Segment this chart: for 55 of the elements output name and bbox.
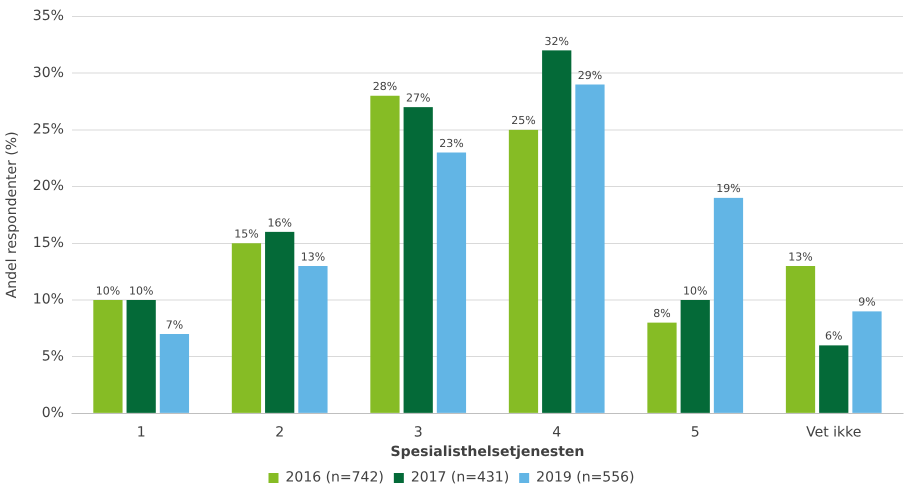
data-label: 10% [683,284,708,298]
data-label: 28% [372,80,398,94]
x-tick-label: 3 [414,424,423,440]
y-tick-label: 10% [32,292,64,308]
data-label: 32% [544,34,569,48]
bar [508,130,538,413]
y-tick-label: 35% [32,8,64,24]
bar [160,334,190,413]
data-label: 10% [96,284,120,298]
data-label: 25% [511,114,536,128]
data-label: 16% [267,216,292,230]
bar [819,345,848,413]
data-label: 19% [716,182,741,196]
y-tick-label: 25% [32,121,64,138]
y-tick-label: 5% [42,348,64,364]
bar [265,232,294,413]
bar [93,300,123,413]
bar [370,96,400,413]
legend-label: 2016 (n=742) [286,470,384,486]
y-axis-title: Andel respondenter (%) [4,131,20,298]
data-label: 23% [439,136,464,150]
data-label: 9% [858,296,876,309]
data-label: 13% [300,250,326,264]
data-label: 27% [406,92,430,104]
bar [232,243,262,413]
bar [714,198,744,413]
data-label: 10% [128,284,154,298]
y-tick-label: 20% [32,178,64,194]
x-tick-label: Vet ikke [806,424,862,440]
bar [436,152,466,413]
data-label: 29% [578,68,602,82]
bar [680,300,710,413]
x-tick-label: 2 [275,424,284,440]
bar [852,311,882,413]
y-tick-label: 15% [32,234,64,251]
x-axis-title: Spesialisthelsetjenesten [390,444,584,460]
bar [126,300,156,413]
y-tick-label: 30% [32,64,64,81]
bar [542,50,572,413]
bar [404,107,433,413]
bar [786,266,816,413]
data-label: 8% [653,307,671,320]
x-tick-label: 4 [552,424,562,440]
bar [647,322,677,413]
legend-label: 2019 (n=556) [536,470,634,486]
data-label: 15% [234,228,259,241]
data-label: 13% [788,250,813,264]
bar [575,84,605,413]
data-label: 7% [166,318,184,332]
y-tick-label: 0% [42,405,64,422]
x-tick-label: 1 [136,424,146,440]
legend-label: 2017 (n=431) [410,470,510,486]
bar [298,266,328,413]
data-label: 6% [825,330,842,343]
x-tick-label: 5 [690,424,700,440]
